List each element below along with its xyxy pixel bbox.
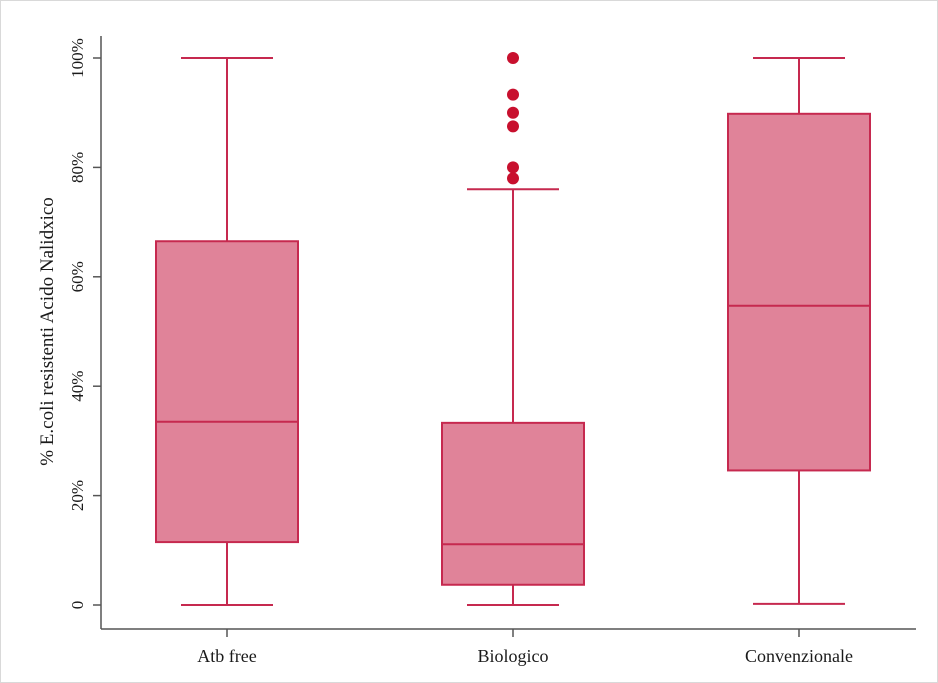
x-category-label: Atb free (197, 646, 256, 666)
iqr-box (155, 240, 299, 544)
outlier-point (507, 120, 519, 133)
y-tick-label: 20% (68, 480, 87, 511)
x-category-label: Biologico (478, 646, 549, 666)
outlier-point (507, 52, 519, 64)
x-ticks: Atb free Biologico Convenzionale (197, 629, 853, 666)
y-ticks: 0 20% 40% 60% 80% 100% (68, 38, 101, 609)
iqr-box (441, 421, 585, 586)
y-tick-label: 100% (68, 38, 87, 78)
axes (100, 36, 916, 630)
outlier-point (507, 106, 519, 119)
outlier-point (507, 161, 519, 174)
y-tick-label: 60% (68, 261, 87, 292)
outlier-point (507, 88, 519, 101)
y-tick-label: 0 (68, 601, 87, 610)
box-group (441, 52, 585, 606)
y-tick-label: 80% (68, 152, 87, 183)
iqr-box (727, 112, 871, 472)
boxes (155, 52, 871, 606)
x-category-label: Convenzionale (745, 646, 853, 666)
box-group (727, 57, 871, 605)
y-axis-title: % E.coli resistenti Acido Nalidxico (37, 197, 58, 466)
outlier-point (507, 172, 519, 185)
box-group (155, 57, 299, 606)
y-tick-label: 40% (68, 371, 87, 402)
